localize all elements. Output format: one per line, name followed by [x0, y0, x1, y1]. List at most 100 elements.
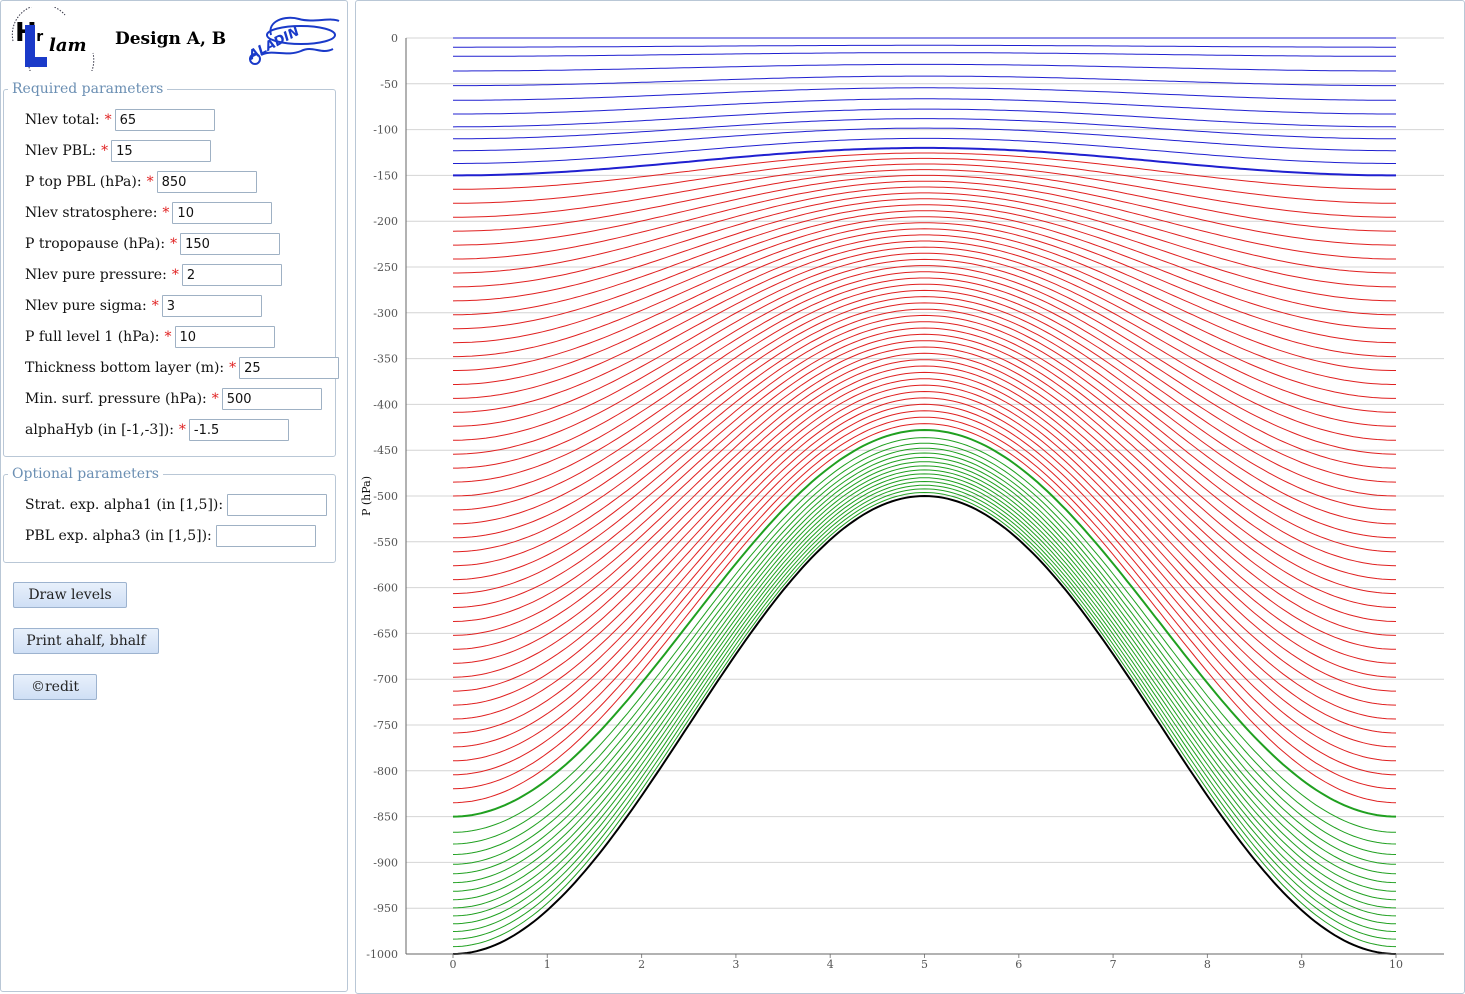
pbl-level-line	[452, 447, 1397, 855]
x-tick-label: 5	[921, 958, 928, 971]
troposphere-level-line	[452, 169, 1397, 232]
x-tick-label: 9	[1298, 958, 1305, 971]
field-row-thickness-bottom-layer: Thickness bottom layer (m): *	[25, 356, 340, 380]
nlev-total-label: Nlev total:	[25, 112, 100, 128]
troposphere-level-line	[452, 283, 1397, 497]
troposphere-level-line	[453, 180, 1396, 260]
pbl-level-line	[452, 452, 1397, 865]
field-row-strat-exp-alpha1: Strat. exp. alpha1 (in [1,5]):	[25, 493, 328, 517]
thickness-bottom-layer-label: Thickness bottom layer (m):	[25, 360, 225, 376]
troposphere-level-line	[452, 423, 1397, 804]
troposphere-level-line	[452, 314, 1397, 567]
optional-parameters-group: Optional parameters	[3, 466, 336, 563]
p-tropopause-label: P tropopause (hPa):	[25, 236, 166, 252]
pbl-level-line	[452, 480, 1397, 925]
stratosphere-level-line	[453, 75, 1396, 87]
required-marker: *	[211, 391, 219, 407]
stratosphere-level-line	[453, 44, 1396, 48]
y-tick-label: -450	[373, 444, 398, 457]
troposphere-level-line	[452, 277, 1397, 483]
troposphere-level-line	[452, 333, 1397, 608]
troposphere-level-line	[452, 410, 1397, 776]
nlev-pbl-input[interactable]	[111, 140, 212, 162]
pbl-level-line	[452, 484, 1397, 932]
y-tick-label: 0	[391, 32, 398, 45]
troposphere-level-line	[453, 371, 1396, 692]
nlev-stratosphere-input[interactable]	[172, 202, 273, 224]
p-full-level-1-input[interactable]	[174, 326, 275, 348]
pbl-level-line	[452, 456, 1397, 875]
p-top-pbl-input[interactable]	[156, 171, 257, 193]
strat-exp-alpha1-input[interactable]	[227, 494, 328, 516]
troposphere-level-line	[452, 397, 1397, 748]
troposphere-level-line	[453, 289, 1396, 511]
troposphere-level-line	[453, 240, 1396, 399]
nlev-pure-pressure-input[interactable]	[181, 264, 282, 286]
pbl-level-line	[452, 461, 1397, 884]
min-surf-pressure-label: Min. surf. pressure (hPa):	[25, 391, 207, 407]
x-tick-label: 0	[450, 958, 457, 971]
required-parameters-group: Required parameters	[3, 81, 336, 457]
nlev-pure-sigma-input[interactable]	[161, 295, 262, 317]
troposphere-level-line	[452, 359, 1397, 664]
y-tick-label: -250	[373, 261, 398, 274]
required-marker: *	[164, 329, 172, 345]
y-tick-label: -50	[380, 78, 398, 91]
y-tick-label: -750	[373, 719, 398, 732]
pbl-level-line	[452, 442, 1397, 845]
y-tick-label: -700	[373, 673, 398, 686]
troposphere-level-line	[453, 271, 1396, 469]
thickness-bottom-layer-input[interactable]	[239, 357, 340, 379]
pbl-top-level-line	[452, 428, 1397, 818]
y-axis-title: P (hPa)	[360, 476, 373, 516]
field-row-nlev-pbl: Nlev PBL: *	[25, 139, 212, 163]
pbl-level-line	[452, 465, 1397, 892]
y-tick-label: -900	[373, 856, 398, 869]
nlev-pbl-label: Nlev PBL:	[25, 143, 97, 159]
troposphere-level-line	[453, 186, 1396, 274]
credit-button[interactable]: ©redit	[13, 674, 97, 700]
required-marker: *	[178, 422, 186, 438]
troposphere-level-line	[452, 390, 1397, 734]
troposphere-level-line	[452, 246, 1397, 413]
min-surf-pressure-input[interactable]	[221, 388, 322, 410]
y-tick-label: -600	[373, 582, 398, 595]
troposphere-level-line	[453, 234, 1396, 385]
x-tick-label: 10	[1389, 958, 1403, 971]
troposphere-level-line	[453, 157, 1396, 204]
field-row-pbl-exp-alpha3: PBL exp. alpha3 (in [1,5]):	[25, 524, 316, 548]
troposphere-level-line	[452, 340, 1397, 622]
x-tick-label: 6	[1015, 958, 1022, 971]
y-tick-label: -150	[373, 169, 398, 182]
nlev-total-input[interactable]	[114, 109, 215, 131]
p-full-level-1-label: P full level 1 (hPa):	[25, 329, 160, 345]
pbl-exp-alpha3-input[interactable]	[215, 525, 316, 547]
x-tick-label: 7	[1110, 958, 1117, 971]
troposphere-level-line	[452, 308, 1397, 553]
p-tropopause-input[interactable]	[180, 233, 281, 255]
required-marker: *	[104, 112, 112, 128]
field-row-alpha-hyb: alphaHyb (in [-1,-3]): *	[25, 418, 289, 442]
chart-panel: 0 -50 -100 -150 -200 -250 -300 -350 -400 -450 -500…	[355, 0, 1465, 994]
troposphere-level-line	[452, 198, 1397, 302]
troposphere-level-line	[453, 352, 1396, 650]
troposphere-level-line	[453, 252, 1396, 427]
alpha-hyb-input[interactable]	[188, 419, 289, 441]
required-marker: *	[171, 267, 179, 283]
y-tick-label: -300	[373, 307, 398, 320]
troposphere-level-line	[452, 384, 1397, 720]
y-tick-label: -500	[373, 490, 398, 503]
chart-axes: 0 -50 -100 -150 -200 -250 -300 -350 -400 -450 -500…	[366, 32, 1444, 971]
p-top-pbl-label: P top PBL (hPa):	[25, 174, 142, 190]
y-tick-label: -350	[373, 353, 398, 366]
field-row-nlev-stratosphere: Nlev stratosphere: *	[25, 201, 273, 225]
stratosphere-level-line	[453, 118, 1396, 140]
draw-levels-button[interactable]: Draw levels	[13, 582, 127, 608]
nlev-pure-pressure-label: Nlev pure pressure:	[25, 267, 167, 283]
troposphere-level-line	[453, 204, 1396, 316]
field-row-nlev-pure-sigma: Nlev pure sigma: *	[25, 294, 262, 318]
x-tick-label: 2	[638, 958, 645, 971]
y-tick-label: -800	[373, 765, 398, 778]
stratosphere-level-line	[453, 98, 1396, 115]
print-ahalf-bhalf-button[interactable]: Print ahalf, bhalf	[13, 628, 159, 654]
